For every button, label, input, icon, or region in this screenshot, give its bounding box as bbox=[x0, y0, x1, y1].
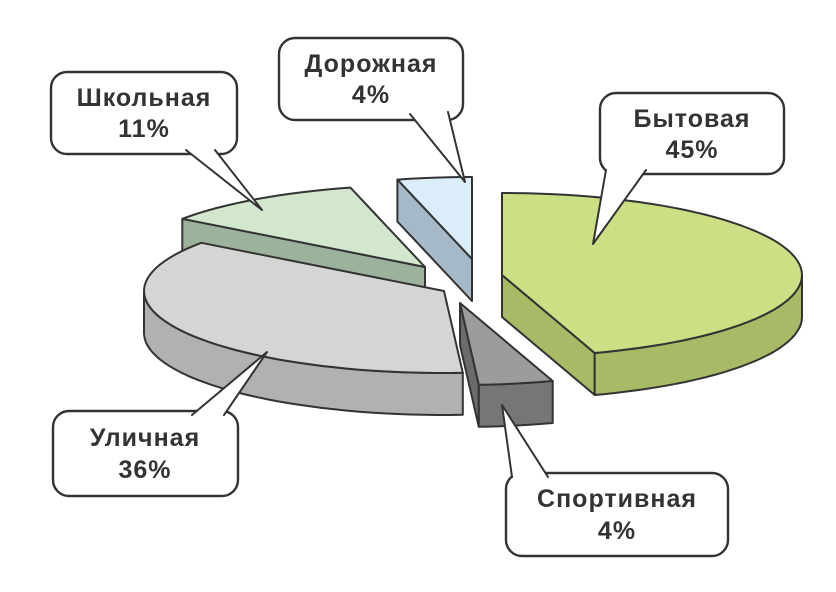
pie-slices bbox=[143, 176, 803, 428]
callout-tail bbox=[409, 111, 466, 183]
callout-box bbox=[277, 36, 465, 122]
callout-label: Школьная bbox=[77, 84, 212, 112]
callout-shkolnaya: Школьная 11% bbox=[49, 70, 263, 211]
pie-slice-sportivnaya bbox=[459, 302, 554, 428]
callout-percent: 4% bbox=[352, 81, 390, 109]
callout-box bbox=[598, 91, 786, 176]
slice-top-face bbox=[459, 302, 554, 386]
slice-top-face bbox=[143, 241, 464, 374]
callout-label: Уличная bbox=[90, 424, 200, 452]
callout-label: Спортивная bbox=[537, 485, 697, 513]
slice-top-face bbox=[396, 176, 473, 260]
callout-box bbox=[51, 409, 240, 498]
slice-top-face bbox=[181, 186, 426, 268]
slice-rim-face bbox=[477, 380, 554, 428]
callout-ulichnaya: Уличная 36% bbox=[51, 351, 268, 498]
callout-tail bbox=[185, 149, 263, 211]
callout-percent: 45% bbox=[665, 136, 718, 164]
callout-dorozhnaya: Дорожная 4% bbox=[277, 36, 466, 183]
slice-top-face bbox=[501, 192, 803, 354]
callout-label: Дорожная bbox=[305, 50, 438, 78]
callout-percent: 36% bbox=[118, 456, 171, 484]
callout-box bbox=[49, 70, 239, 156]
callout-percent: 4% bbox=[598, 517, 636, 545]
callout-label: Бытовая bbox=[633, 105, 750, 133]
callout-tail bbox=[501, 404, 549, 478]
callout-bytovaya: Бытовая 45% bbox=[592, 91, 786, 245]
callout-tail bbox=[592, 169, 647, 245]
pie-slice-bytovaya bbox=[501, 192, 803, 396]
callout-tail bbox=[191, 351, 268, 416]
callout-percent: 11% bbox=[118, 115, 170, 143]
callout-sportivnaya: Спортивная 4% bbox=[501, 404, 730, 558]
pie-slice-ulichnaya bbox=[143, 241, 464, 416]
callout-box bbox=[504, 471, 730, 558]
pie-slice-dorozhnaya bbox=[396, 176, 473, 302]
